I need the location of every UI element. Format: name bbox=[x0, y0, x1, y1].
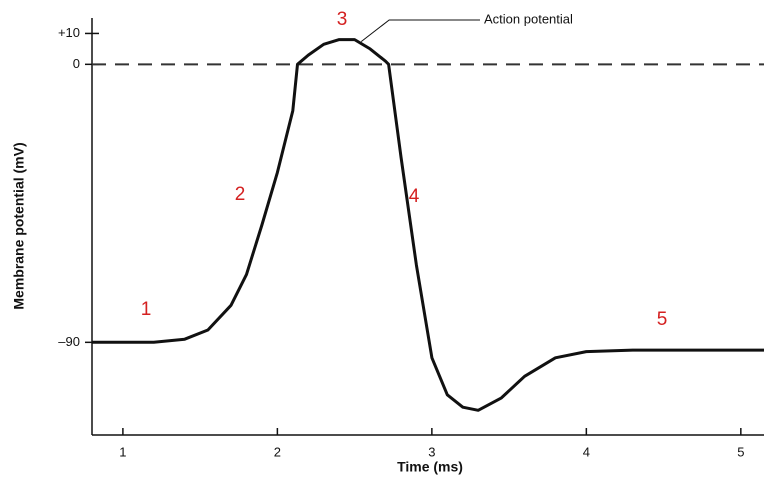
y-tick-label: 0 bbox=[73, 56, 80, 71]
x-axis-title: Time (ms) bbox=[397, 459, 463, 475]
phase-label: 3 bbox=[337, 9, 348, 30]
x-tick-label: 4 bbox=[583, 444, 590, 459]
leader-line bbox=[360, 19, 480, 43]
x-tick-label: 3 bbox=[428, 444, 435, 459]
y-axis-title: Membrane potential (mV) bbox=[11, 142, 27, 309]
series-label: Action potential bbox=[484, 11, 573, 26]
x-tick-label: 5 bbox=[737, 444, 744, 459]
line bbox=[92, 38, 764, 412]
phase-label: 2 bbox=[235, 184, 246, 205]
x-tick-label: 1 bbox=[119, 444, 126, 459]
y-tick-label: +10 bbox=[58, 25, 80, 40]
x-tick-label: 2 bbox=[274, 444, 281, 459]
y-tick-label: –90 bbox=[58, 334, 80, 349]
phase-label: 4 bbox=[409, 186, 420, 207]
phase-label: 1 bbox=[141, 299, 152, 320]
phase-label: 5 bbox=[657, 309, 668, 330]
